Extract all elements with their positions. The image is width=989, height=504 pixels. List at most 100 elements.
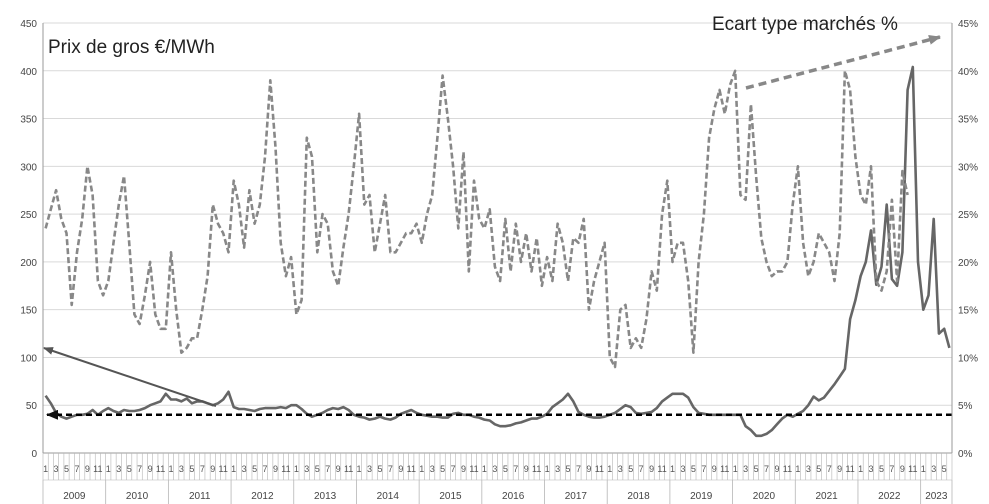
x-year-label: 2021 xyxy=(815,491,838,502)
x-month-label: 11 xyxy=(532,464,541,474)
x-month-label: 5 xyxy=(754,464,759,474)
y-left-tick-label: 250 xyxy=(20,210,37,221)
y-right-tick-label: 20% xyxy=(958,258,978,269)
x-month-label: 1 xyxy=(294,464,299,474)
y-right-tick-label: 45% xyxy=(958,19,978,30)
y-left-tick-label: 450 xyxy=(20,19,37,30)
x-month-label: 1 xyxy=(858,464,863,474)
x-month-label: 5 xyxy=(942,464,947,474)
x-month-label: 11 xyxy=(657,464,666,474)
x-month-label: 9 xyxy=(148,464,153,474)
x-month-label: 3 xyxy=(743,464,748,474)
y-right-tick-label: 35% xyxy=(958,115,978,126)
x-month-label: 9 xyxy=(900,464,905,474)
x-month-label: 5 xyxy=(816,464,821,474)
x-month-label: 5 xyxy=(189,464,194,474)
x-month-label: 3 xyxy=(931,464,936,474)
x-month-label: 11 xyxy=(93,464,102,474)
x-month-label: 1 xyxy=(357,464,362,474)
x-month-label: 1 xyxy=(921,464,926,474)
x-month-label: 1 xyxy=(419,464,424,474)
x-month-label: 9 xyxy=(712,464,717,474)
x-month-label: 11 xyxy=(720,464,729,474)
x-month-label: 3 xyxy=(304,464,309,474)
y-left-tick-label: 100 xyxy=(20,353,37,364)
x-month-label: 5 xyxy=(879,464,884,474)
x-month-label: 7 xyxy=(325,464,330,474)
y-right-tick-label: 15% xyxy=(958,306,978,317)
x-year-label: 2018 xyxy=(627,491,650,502)
x-year-label: 2015 xyxy=(439,491,462,502)
x-month-label: 7 xyxy=(764,464,769,474)
x-year-label: 2023 xyxy=(925,491,948,502)
x-year-label: 2010 xyxy=(126,491,149,502)
x-month-label: 3 xyxy=(680,464,685,474)
x-month-label: 9 xyxy=(649,464,654,474)
right-axis-title: Ecart type marchés % xyxy=(712,14,898,35)
x-year-label: 2016 xyxy=(502,491,525,502)
x-month-label: 3 xyxy=(869,464,874,474)
x-month-label: 7 xyxy=(576,464,581,474)
x-month-label: 1 xyxy=(670,464,675,474)
y-right-tick-label: 40% xyxy=(958,67,978,78)
x-month-label: 7 xyxy=(74,464,79,474)
y-left-tick-label: 400 xyxy=(20,67,37,78)
x-month-label: 3 xyxy=(367,464,372,474)
x-month-label: 5 xyxy=(566,464,571,474)
x-month-label: 11 xyxy=(845,464,854,474)
x-month-label: 7 xyxy=(889,464,894,474)
left-axis-title: Prix de gros €/MWh xyxy=(48,37,215,58)
x-month-label: 1 xyxy=(106,464,111,474)
y-right-tick-label: 30% xyxy=(958,162,978,173)
x-year-label: 2022 xyxy=(878,491,901,502)
x-month-label: 7 xyxy=(451,464,456,474)
x-month-label: 7 xyxy=(639,464,644,474)
y-right-tick-label: 0% xyxy=(958,449,973,460)
x-year-label: 2011 xyxy=(189,491,211,502)
x-month-label: 11 xyxy=(407,464,416,474)
x-month-label: 1 xyxy=(43,464,48,474)
y-left-tick-label: 300 xyxy=(20,162,37,173)
y-right-tick-label: 5% xyxy=(958,401,973,412)
x-month-label: 1 xyxy=(168,464,173,474)
x-month-label: 11 xyxy=(156,464,165,474)
x-month-label: 11 xyxy=(783,464,792,474)
x-month-label: 9 xyxy=(273,464,278,474)
y-left-tick-label: 0 xyxy=(31,449,37,460)
x-month-label: 11 xyxy=(469,464,478,474)
x-month-label: 9 xyxy=(774,464,779,474)
x-month-label: 5 xyxy=(440,464,445,474)
x-month-label: 7 xyxy=(827,464,832,474)
x-month-label: 7 xyxy=(701,464,706,474)
x-month-label: 7 xyxy=(263,464,268,474)
x-year-label: 2013 xyxy=(314,491,337,502)
x-month-label: 3 xyxy=(618,464,623,474)
x-month-label: 1 xyxy=(545,464,550,474)
x-month-label: 9 xyxy=(210,464,215,474)
y-right-tick-label: 25% xyxy=(958,210,978,221)
x-month-label: 1 xyxy=(733,464,738,474)
x-month-label: 9 xyxy=(336,464,341,474)
x-month-label: 9 xyxy=(586,464,591,474)
y-left-tick-label: 200 xyxy=(20,258,37,269)
x-month-label: 3 xyxy=(179,464,184,474)
x-month-label: 1 xyxy=(795,464,800,474)
x-month-label: 5 xyxy=(252,464,257,474)
x-month-label: 11 xyxy=(908,464,917,474)
x-month-label: 11 xyxy=(595,464,604,474)
x-month-label: 9 xyxy=(85,464,90,474)
x-month-label: 7 xyxy=(200,464,205,474)
x-month-label: 11 xyxy=(219,464,228,474)
x-month-label: 9 xyxy=(398,464,403,474)
x-month-label: 5 xyxy=(628,464,633,474)
x-month-label: 3 xyxy=(54,464,59,474)
x-month-label: 1 xyxy=(231,464,236,474)
x-month-label: 9 xyxy=(461,464,466,474)
x-year-label: 2019 xyxy=(690,491,713,502)
x-month-label: 5 xyxy=(315,464,320,474)
y-left-tick-label: 150 xyxy=(20,306,37,317)
x-month-label: 11 xyxy=(281,464,290,474)
